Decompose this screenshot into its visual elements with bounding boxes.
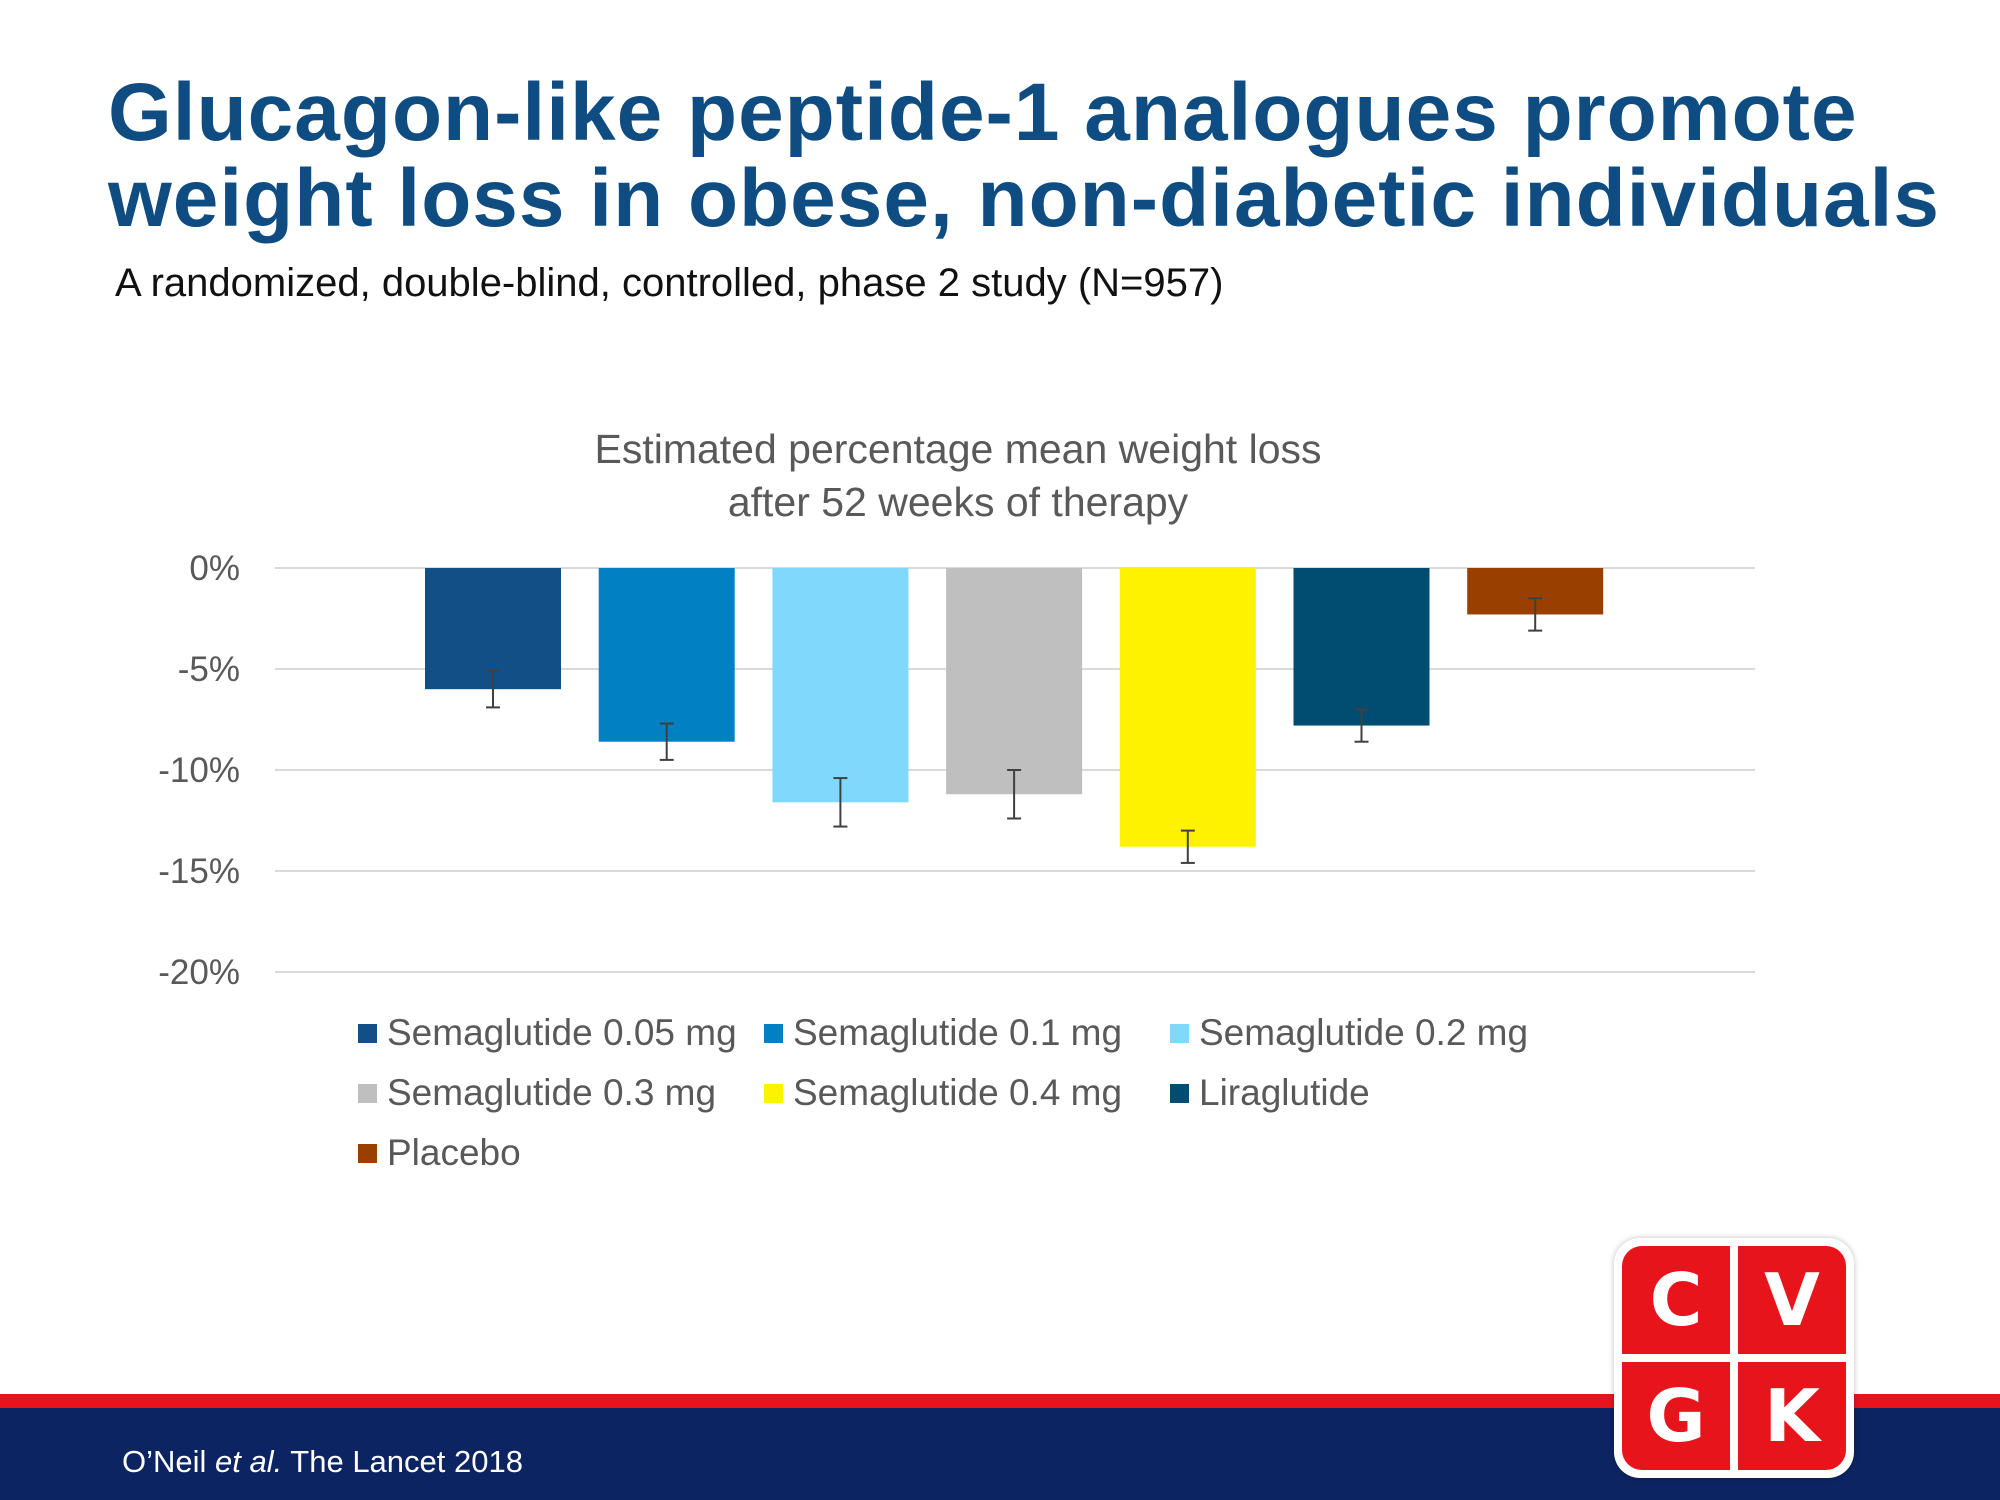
slide-title: Glucagon-like peptide-1 analogues promot… [108,70,1968,242]
legend-item: Placebo [358,1125,754,1181]
citation-et-al: et al. [215,1444,283,1479]
error-bar [833,777,848,828]
legend-label: Semaglutide 0.1 mg [793,1012,1123,1053]
legend-swatch [358,1083,377,1103]
error-bars [486,597,1543,864]
legend-item: Semaglutide 0.2 mg [1170,1005,1566,1061]
error-bar [1528,597,1543,632]
logo-letter-v: V [1738,1246,1846,1354]
chart-title-line-1: Estimated percentage mean weight loss [594,426,1321,472]
legend-label: Semaglutide 0.2 mg [1199,1012,1529,1053]
error-bar [1354,708,1369,743]
logo-letter-k: K [1738,1362,1846,1470]
legend-item: Semaglutide 0.1 mg [764,1005,1160,1061]
legend-swatch [358,1143,377,1163]
slide-title-line-2: weight loss in obese, non-diabetic indiv… [108,153,1941,244]
cvgk-logo: C V G K [1614,1238,1854,1478]
slide-subtitle: A randomized, double-blind, controlled, … [115,261,1224,305]
legend-swatch [764,1023,783,1043]
error-bar [486,670,500,709]
legend-label: Semaglutide 0.3 mg [387,1072,717,1113]
legend-swatch [1170,1023,1189,1043]
y-tick-label: -20% [158,953,240,992]
error-bar [1007,769,1022,820]
footer-red-stripe [0,1394,2000,1408]
y-axis-ticks: 0% -5% -10% -15% -20% [158,549,240,992]
citation-source: The Lancet 2018 [282,1444,523,1479]
bars [425,568,1604,847]
y-tick-label: -15% [158,852,240,891]
bar-5 [1119,568,1256,847]
citation: O’Neil et al. The Lancet 2018 [122,1444,523,1480]
chart-title-line-2: after 52 weeks of therapy [728,479,1189,525]
y-tick-label: -5% [178,650,240,689]
error-bar [659,722,674,761]
logo-letter-g: G [1622,1362,1730,1470]
citation-author: O’Neil [122,1444,216,1479]
bar-3 [772,568,909,803]
weight-loss-chart: Estimated percentage mean weight loss af… [158,426,1755,992]
legend-label: Semaglutide 0.05 mg [387,1012,737,1053]
legend-item: Semaglutide 0.4 mg [764,1065,1160,1121]
y-tick-label: -10% [158,751,240,790]
bar-2 [598,568,735,742]
bar-4 [946,568,1083,795]
bar-6 [1293,568,1430,726]
slide-title-line-1: Glucagon-like peptide-1 analogues promot… [108,67,1858,158]
logo-letter-c: C [1622,1246,1730,1354]
y-tick-label: 0% [189,549,240,588]
chart-legend: Semaglutide 0.05 mg Semaglutide 0.1 mg Sem… [358,1005,1618,1181]
legend-label: Placebo [387,1132,521,1173]
error-bar [1180,829,1195,864]
legend-swatch [764,1083,783,1103]
legend-swatch [1170,1083,1189,1103]
bar-1 [425,568,561,690]
legend-label: Liraglutide [1199,1072,1370,1113]
legend-item: Semaglutide 0.3 mg [358,1065,754,1121]
legend-item: Liraglutide [1170,1065,1566,1121]
legend-swatch [358,1023,377,1043]
legend-label: Semaglutide 0.4 mg [793,1072,1123,1113]
legend-item: Semaglutide 0.05 mg [358,1005,754,1061]
